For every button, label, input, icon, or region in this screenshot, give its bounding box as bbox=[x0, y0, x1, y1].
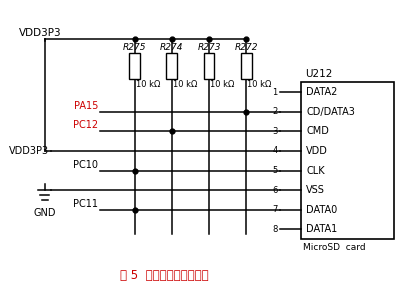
Text: 1: 1 bbox=[272, 88, 278, 97]
Text: MicroSD  card: MicroSD card bbox=[303, 243, 366, 252]
Text: PC12: PC12 bbox=[74, 120, 98, 130]
Text: R274: R274 bbox=[160, 43, 184, 52]
Text: R272: R272 bbox=[234, 43, 258, 52]
Text: R275: R275 bbox=[123, 43, 147, 52]
Text: 10 kΩ: 10 kΩ bbox=[136, 80, 160, 89]
Text: CMD: CMD bbox=[306, 126, 329, 136]
Text: 3: 3 bbox=[272, 127, 278, 136]
Text: 图 5  数据存储电路原理图: 图 5 数据存储电路原理图 bbox=[120, 269, 208, 282]
Bar bbox=[129, 53, 140, 79]
Text: 10 kΩ: 10 kΩ bbox=[173, 80, 197, 89]
Text: DATA1: DATA1 bbox=[306, 224, 337, 234]
Text: 4: 4 bbox=[272, 147, 278, 155]
Text: CLK: CLK bbox=[306, 166, 325, 176]
Text: 6: 6 bbox=[272, 186, 278, 195]
Text: PC11: PC11 bbox=[74, 199, 98, 209]
Text: PA15: PA15 bbox=[74, 101, 98, 111]
Text: PC10: PC10 bbox=[74, 160, 98, 170]
Text: 7: 7 bbox=[272, 205, 278, 214]
Bar bbox=[241, 53, 252, 79]
Text: GND: GND bbox=[33, 208, 56, 218]
Text: CD/DATA3: CD/DATA3 bbox=[306, 107, 355, 117]
Text: VDD3P3: VDD3P3 bbox=[9, 146, 50, 156]
Text: R273: R273 bbox=[197, 43, 221, 52]
Text: VDD3P3: VDD3P3 bbox=[19, 28, 62, 38]
Bar bbox=[301, 83, 394, 239]
Text: VDD: VDD bbox=[306, 146, 328, 156]
Bar bbox=[204, 53, 215, 79]
Text: 2: 2 bbox=[272, 107, 278, 116]
Text: 5: 5 bbox=[272, 166, 278, 175]
Text: 10 kΩ: 10 kΩ bbox=[247, 80, 272, 89]
Text: U212: U212 bbox=[305, 68, 332, 79]
Text: VSS: VSS bbox=[306, 185, 325, 195]
Text: 10 kΩ: 10 kΩ bbox=[210, 80, 234, 89]
Text: 8: 8 bbox=[272, 225, 278, 234]
Bar bbox=[166, 53, 177, 79]
Text: DATA0: DATA0 bbox=[306, 205, 337, 215]
Text: DATA2: DATA2 bbox=[306, 87, 337, 97]
